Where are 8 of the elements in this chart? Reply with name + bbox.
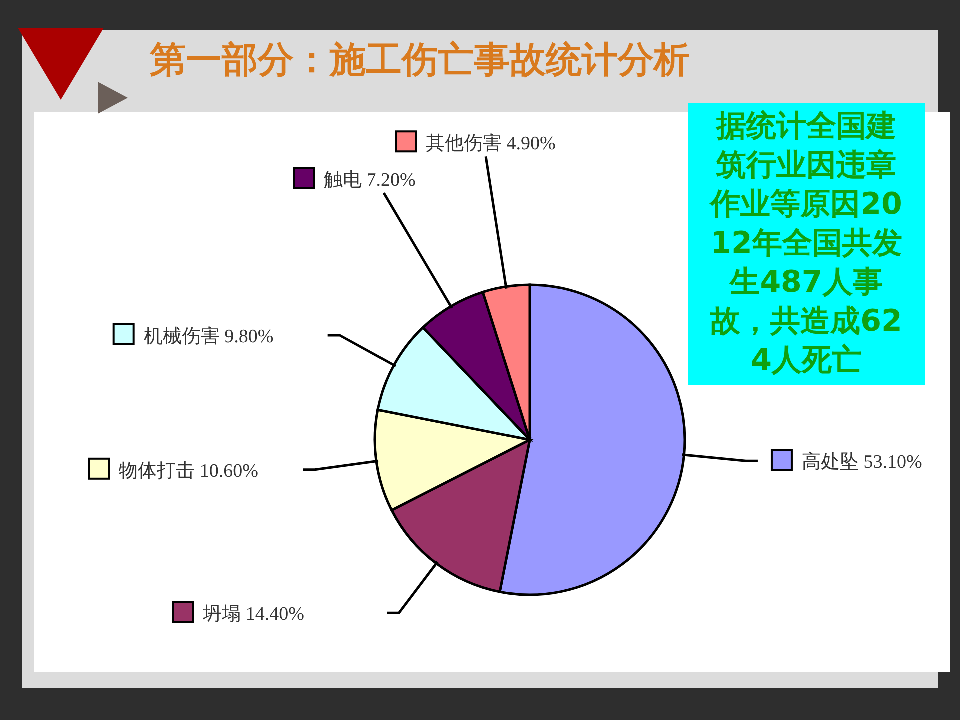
chart-title: 第一部分：施工伤亡事故统计分析	[149, 40, 690, 81]
legend-label: 物体打击 10.60%	[119, 460, 259, 482]
legend-label: 机械伤害 9.80%	[144, 325, 274, 348]
legend-label: 其他伤害 4.90%	[426, 132, 556, 155]
legend-label: 高处坠 53.10%	[802, 451, 922, 474]
legend-label: 触电 7.20%	[324, 170, 416, 192]
text: 据统计全国建筑行业因违章作业等原因2012年全国共发生487人事故，共造成624人死亡	[688, 103, 925, 385]
legend-label: 坍塌 14.40%	[202, 604, 305, 626]
